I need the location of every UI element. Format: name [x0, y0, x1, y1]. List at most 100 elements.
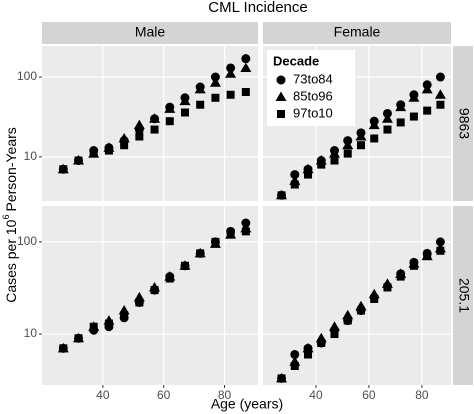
point	[164, 103, 176, 113]
point	[194, 83, 206, 94]
point	[409, 261, 418, 270]
point	[317, 338, 326, 347]
point	[304, 170, 313, 179]
x-tick-label: 80	[415, 388, 429, 402]
point	[409, 112, 418, 121]
point	[396, 272, 405, 281]
point	[423, 252, 432, 261]
point	[180, 261, 189, 270]
point	[328, 321, 340, 331]
point	[89, 322, 98, 331]
y-axis-label: Cases per 106 Person-Years	[1, 127, 18, 303]
legend-symbol	[276, 75, 286, 85]
point	[343, 149, 352, 158]
legend-label: 85to96	[293, 88, 333, 103]
point	[150, 286, 159, 295]
point	[330, 330, 339, 339]
point	[226, 90, 235, 99]
point	[370, 134, 379, 143]
point	[120, 141, 129, 150]
x-tick-label: 40	[309, 388, 323, 402]
panel-background	[263, 206, 451, 385]
point	[368, 119, 380, 130]
legend-symbol	[277, 110, 285, 118]
point	[104, 319, 113, 328]
point	[241, 87, 250, 96]
point	[196, 100, 205, 109]
point	[104, 146, 113, 155]
point	[89, 149, 98, 158]
point	[290, 362, 299, 371]
y-tick-label: 100	[17, 234, 37, 248]
point	[435, 237, 445, 247]
point	[436, 100, 445, 109]
x-axis-label: Age (years)	[211, 396, 283, 412]
point	[328, 148, 340, 158]
point	[225, 68, 237, 78]
point	[179, 95, 191, 106]
point	[211, 237, 220, 246]
point	[135, 298, 144, 307]
facet-strip	[263, 22, 451, 44]
point	[150, 125, 159, 134]
point	[211, 93, 220, 102]
point	[226, 63, 236, 73]
legend-title: Decade	[273, 53, 319, 68]
point	[434, 89, 446, 99]
point	[133, 119, 145, 130]
facet-label: Female	[334, 24, 381, 40]
point	[343, 316, 352, 325]
chart-title: CML Incidence	[208, 0, 308, 16]
y-label-rest: Person-Years	[3, 127, 19, 211]
point	[383, 283, 392, 292]
facet-strip	[453, 46, 473, 201]
point	[277, 374, 286, 383]
facet-label: Male	[135, 24, 166, 40]
facet-label: 9863	[456, 108, 472, 139]
point	[436, 246, 445, 255]
facet-strip	[453, 206, 473, 385]
point	[317, 160, 326, 169]
point	[421, 83, 433, 94]
point	[290, 349, 300, 359]
x-tick-label: 60	[362, 388, 376, 402]
legend-label: 73to84	[293, 71, 333, 86]
point	[381, 113, 393, 123]
point	[196, 249, 205, 258]
point	[302, 342, 314, 353]
point	[226, 230, 235, 239]
point	[241, 227, 250, 236]
point	[290, 180, 299, 189]
legend-label: 97to10	[293, 105, 333, 120]
point	[118, 132, 130, 143]
point	[396, 118, 405, 127]
point	[74, 156, 83, 165]
point	[370, 294, 379, 303]
y-label-sup: 6	[1, 215, 11, 220]
y-tick-label: 100	[17, 69, 37, 83]
point	[408, 92, 420, 102]
point	[277, 191, 286, 200]
y-tick-label: 10	[24, 149, 38, 163]
point	[356, 306, 365, 315]
point	[356, 141, 365, 150]
point	[395, 101, 407, 112]
point	[342, 139, 354, 150]
point	[135, 132, 144, 141]
point	[241, 54, 251, 64]
point	[423, 106, 432, 115]
point	[290, 170, 300, 180]
point	[304, 350, 313, 359]
point	[74, 334, 83, 343]
point	[59, 344, 68, 353]
x-tick-label: 60	[157, 388, 171, 402]
facet-label: 205.1	[456, 278, 472, 313]
y-label-text: Cases per 10	[3, 219, 19, 302]
point	[209, 77, 221, 87]
x-tick-label: 80	[218, 388, 232, 402]
point	[240, 62, 252, 72]
x-tick-label: 40	[96, 388, 110, 402]
legend-symbol	[275, 91, 287, 101]
panel-background	[42, 46, 258, 201]
